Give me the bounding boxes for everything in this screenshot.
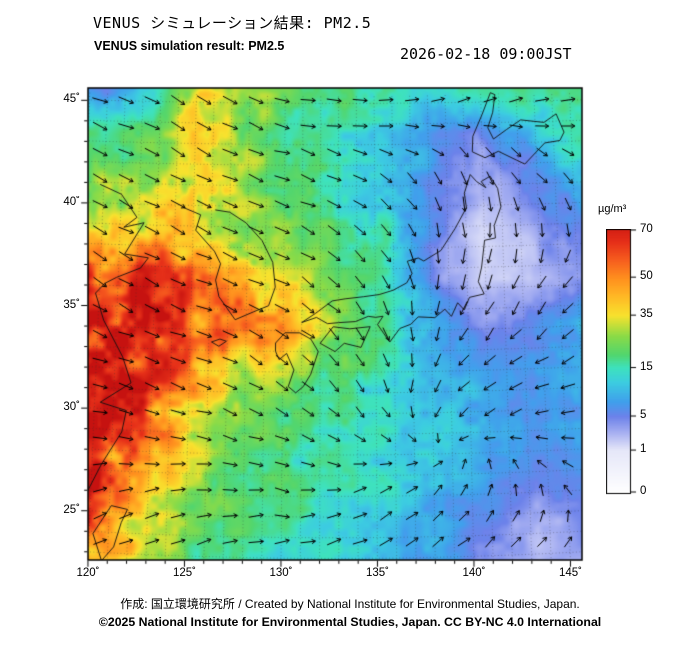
- colorbar-tick-label: 0: [640, 485, 647, 497]
- colorbar-tick-label: 5: [640, 409, 647, 422]
- y-axis-tick-label: 45˚: [63, 93, 80, 106]
- x-axis-tick-label: 120˚: [76, 567, 100, 579]
- page-title-en: VENUS simulation result: PM2.5: [94, 39, 285, 53]
- colorbar-tick-label: 1: [640, 443, 647, 456]
- colorbar-gradient: [606, 229, 640, 495]
- y-axis-tick-label: 30˚: [63, 401, 80, 414]
- x-axis-tick-label: 135˚: [365, 567, 389, 579]
- credit-line: 作成: 国立環境研究所 / Created by National Instit…: [120, 597, 580, 611]
- colorbar-tick-label: 70: [640, 223, 653, 235]
- colorbar-tick-label: 50: [640, 270, 653, 283]
- colorbar-tick-label: 35: [640, 308, 653, 321]
- x-axis-tick-label: 130˚: [269, 567, 293, 579]
- colorbar-unit-label: µg/m³: [598, 203, 627, 215]
- pm25-map-canvas: [80, 80, 592, 572]
- y-axis-tick-label: 35˚: [63, 298, 80, 311]
- x-axis-tick-label: 145˚: [558, 567, 582, 579]
- page-title-ja: VENUS シミュレーション結果: PM2.5: [93, 14, 372, 32]
- x-axis-tick-label: 125˚: [172, 567, 196, 579]
- timestamp-label: 2026-02-18 09:00JST: [400, 45, 572, 63]
- colorbar-tick-label: 15: [640, 360, 653, 373]
- x-axis-tick-label: 140˚: [462, 567, 486, 579]
- license-line: ©2025 National Institute for Environment…: [98, 615, 602, 629]
- y-axis-tick-label: 25˚: [63, 503, 80, 516]
- y-axis-tick-label: 40˚: [63, 195, 80, 208]
